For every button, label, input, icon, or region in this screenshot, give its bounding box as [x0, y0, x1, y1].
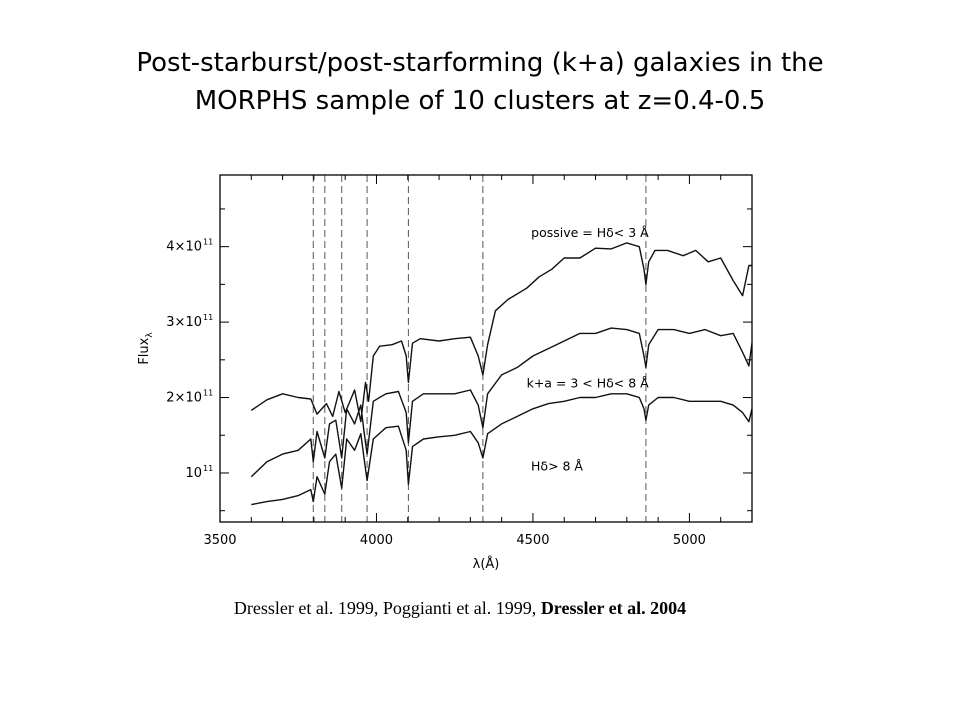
spectrum-line-2 — [251, 393, 753, 506]
y-axis-label: Fluxλ — [137, 332, 155, 365]
y-tick-exponent-2: 11 — [203, 313, 213, 322]
y-tick-label-3: 4×10 — [166, 240, 202, 255]
spectrum-line-0 — [250, 242, 752, 423]
citation-caption: Dressler et al. 1999, Poggianti et al. 1… — [0, 598, 920, 619]
citation-part-1: Dressler et al. 1999, Poggianti et al. 1… — [233, 598, 541, 618]
spectrum-line-1 — [250, 327, 753, 478]
x-tick-label-0: 3500 — [203, 533, 236, 548]
x-axis-label: λ(Å) — [473, 556, 500, 572]
annotation-1: k+a = 3 < Hδ< 8 Å — [527, 376, 650, 391]
plot-frame — [219, 174, 753, 523]
y-tick-exponent-3: 11 — [203, 238, 213, 247]
y-tick-exponent-0: 11 — [203, 464, 213, 473]
slide-title: Post-starburst/post-starforming (k+a) ga… — [0, 44, 960, 120]
y-axis-label-subscript: λ — [145, 332, 155, 338]
y-tick-label-2: 3×10 — [166, 315, 202, 330]
y-tick-exponent-1: 11 — [203, 389, 213, 398]
annotations: possive = Hδ< 3 Å k+a = 3 < Hδ< 8 Å Hδ> 8 … — [527, 225, 650, 474]
annotation-0: possive = Hδ< 3 Å — [531, 225, 649, 240]
y-tick-label-0: 10 — [185, 466, 202, 481]
title-line-2: MORPHS sample of 10 clusters at z=0.4-0.… — [194, 86, 766, 116]
x-tick-label-3: 5000 — [673, 533, 706, 548]
annotation-2: Hδ> 8 Å — [531, 459, 583, 474]
x-tick-label-2: 4500 — [516, 533, 549, 548]
reference-lines — [312, 175, 647, 522]
title-line-1: Post-starburst/post-starforming (k+a) ga… — [136, 48, 824, 78]
series-group — [250, 242, 753, 506]
citation-part-2: Dressler et al. 2004 — [540, 598, 687, 618]
y-tick-label-1: 2×10 — [166, 391, 202, 406]
x-tick-label-1: 4000 — [360, 533, 393, 548]
